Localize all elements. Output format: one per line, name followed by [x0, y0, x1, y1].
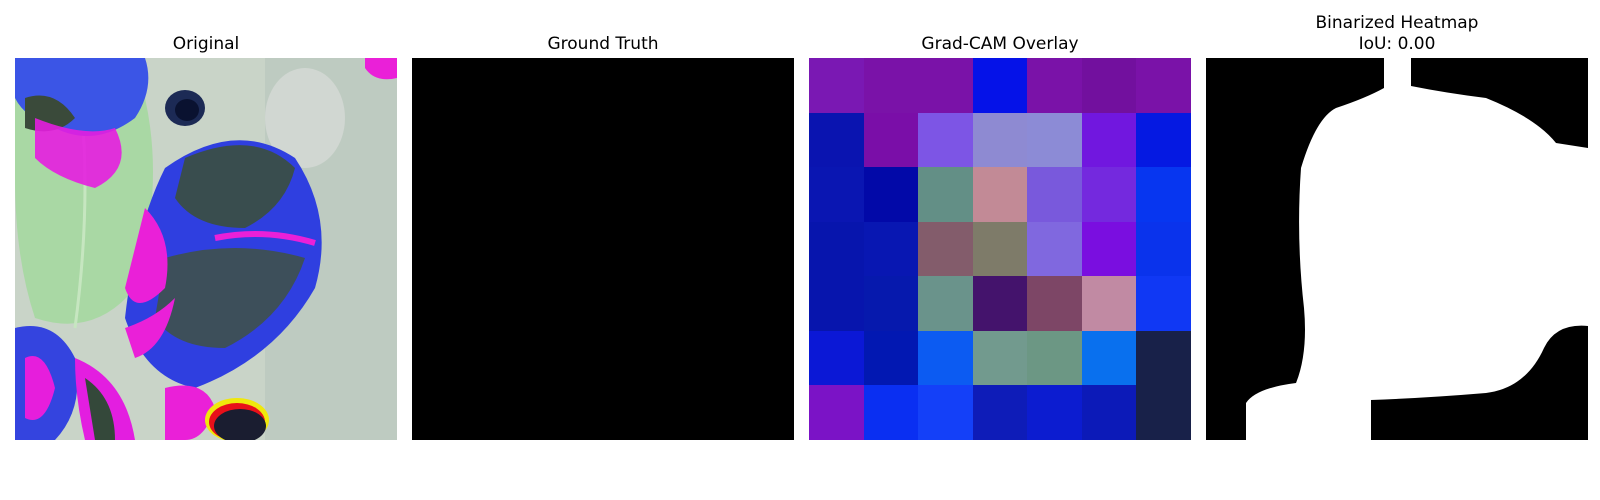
gradcam-cell: [1082, 167, 1137, 222]
gradcam-cell: [864, 113, 919, 168]
binarized-heatmap: [1206, 58, 1588, 440]
gradcam-cell: [1136, 222, 1191, 277]
binarized-heatmap-svg: [1206, 58, 1588, 440]
gradcam-cell: [1136, 58, 1191, 113]
gradcam-cell: [1136, 331, 1191, 386]
gradcam-overlay: [809, 58, 1191, 440]
gradcam-cell: [864, 58, 919, 113]
gradcam-grid: [809, 58, 1191, 440]
gradcam-cell: [809, 276, 864, 331]
gradcam-cell: [1027, 58, 1082, 113]
gradcam-cell: [1027, 113, 1082, 168]
gradcam-cell: [864, 167, 919, 222]
gradcam-cell: [918, 58, 973, 113]
gradcam-cell: [809, 58, 864, 113]
gradcam-cell: [1082, 385, 1137, 440]
ground-truth-mask: [412, 58, 794, 440]
gradcam-cell: [809, 222, 864, 277]
gradcam-cell: [1027, 385, 1082, 440]
gradcam-cell: [918, 385, 973, 440]
binarized-title: Binarized Heatmap IoU: 0.00: [1206, 13, 1588, 55]
gradcam-cell: [1136, 276, 1191, 331]
gradcam-cell: [809, 167, 864, 222]
gradcam-cell: [918, 276, 973, 331]
gradcam-cell: [1082, 276, 1137, 331]
ground-truth-title: Ground Truth: [412, 34, 794, 55]
gradcam-cell: [918, 167, 973, 222]
gradcam-cell: [1082, 331, 1137, 386]
gradcam-cell: [918, 113, 973, 168]
gradcam-cell: [864, 276, 919, 331]
gradcam-cell: [864, 222, 919, 277]
original-image-svg: [15, 58, 397, 440]
gradcam-cell: [973, 167, 1028, 222]
gradcam-cell: [973, 222, 1028, 277]
gradcam-cell: [1027, 331, 1082, 386]
binarized-title-line1: Binarized Heatmap: [1206, 13, 1588, 34]
gradcam-title: Grad-CAM Overlay: [809, 34, 1191, 55]
gradcam-cell: [973, 276, 1028, 331]
gradcam-cell: [918, 331, 973, 386]
gradcam-cell: [864, 385, 919, 440]
iou-label: IoU: 0.00: [1206, 34, 1588, 55]
gradcam-cell: [1027, 167, 1082, 222]
gradcam-cell: [1082, 113, 1137, 168]
gradcam-cell: [1136, 385, 1191, 440]
gradcam-cell: [809, 385, 864, 440]
gradcam-cell: [973, 58, 1028, 113]
gradcam-cell: [809, 331, 864, 386]
gradcam-cell: [1082, 58, 1137, 113]
gradcam-cell: [1027, 222, 1082, 277]
original-title: Original: [15, 34, 397, 55]
gradcam-cell: [809, 113, 864, 168]
gradcam-cell: [973, 385, 1028, 440]
original-image: [15, 58, 397, 440]
gradcam-cell: [973, 113, 1028, 168]
gradcam-cell: [973, 331, 1028, 386]
gradcam-cell: [1136, 113, 1191, 168]
gradcam-cell: [1027, 276, 1082, 331]
gradcam-cell: [864, 331, 919, 386]
gradcam-cell: [918, 222, 973, 277]
gradcam-cell: [1082, 222, 1137, 277]
gradcam-cell: [1136, 167, 1191, 222]
